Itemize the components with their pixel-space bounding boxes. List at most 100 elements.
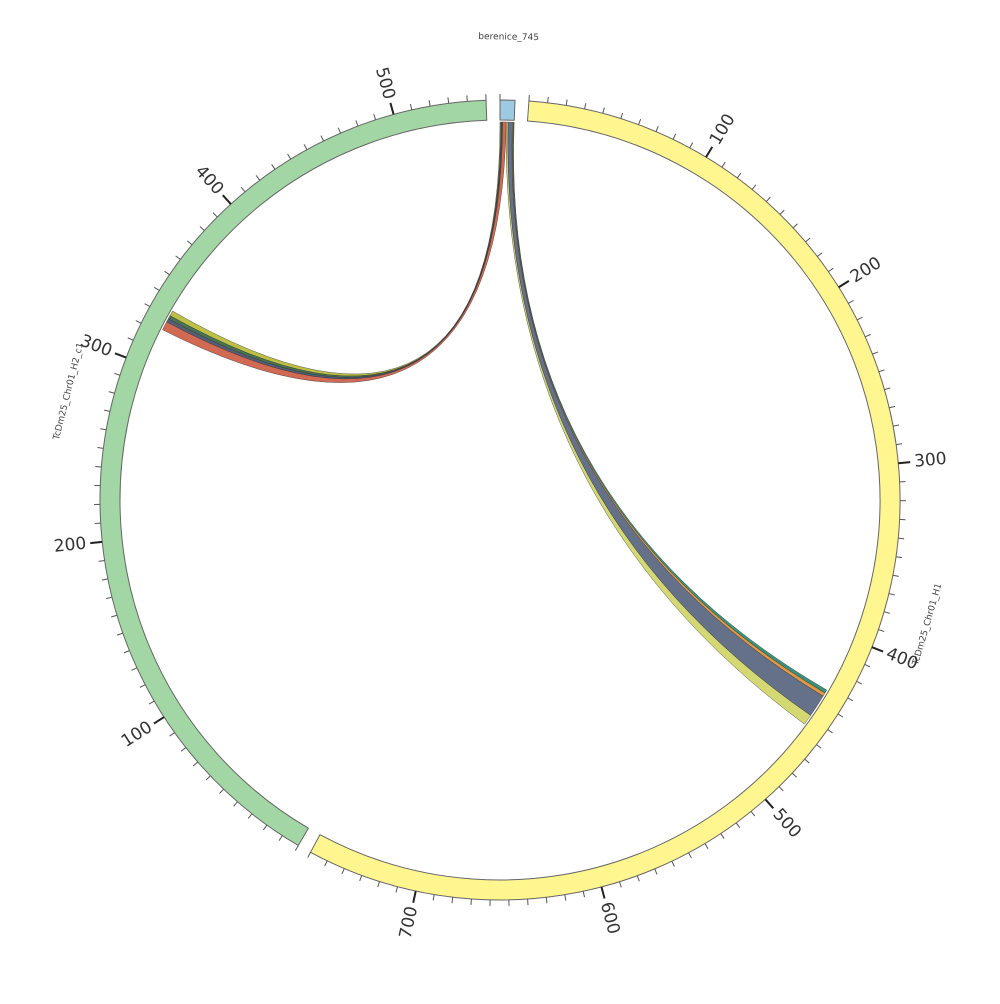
minor-tick [111, 615, 117, 617]
tick-label: 100 [118, 717, 156, 751]
minor-tick [751, 811, 755, 816]
tick-label: 600 [596, 900, 624, 936]
major-tick [898, 462, 910, 463]
minor-tick [170, 733, 175, 736]
minor-tick [100, 429, 106, 430]
minor-tick [805, 759, 810, 763]
minor-tick [583, 891, 584, 897]
minor-tick [893, 425, 899, 426]
minor-tick [452, 897, 453, 903]
minor-tick [410, 104, 411, 110]
minor-tick [878, 630, 884, 632]
tick-label: 700 [396, 905, 422, 941]
minor-tick [879, 370, 885, 372]
minor-tick [200, 227, 204, 231]
minor-tick [857, 317, 862, 320]
minor-tick [737, 173, 741, 178]
major-tick [223, 195, 231, 204]
segment-label: berenice_745 [478, 32, 539, 43]
major-tick [601, 887, 604, 899]
tick-label: 400 [191, 162, 228, 199]
minor-tick [140, 685, 145, 688]
minor-tick [181, 748, 186, 752]
major-tick [765, 799, 773, 808]
minor-tick [308, 852, 311, 857]
minor-tick [102, 579, 108, 580]
minor-tick [656, 126, 658, 132]
minor-tick [793, 224, 797, 228]
minor-tick [154, 287, 159, 290]
major-tick [839, 281, 849, 287]
minor-tick [565, 895, 566, 901]
minor-tick [131, 668, 136, 671]
minor-tick [241, 187, 245, 192]
minor-tick [288, 154, 291, 159]
minor-tick [448, 97, 449, 103]
minor-tick [548, 97, 549, 103]
minor-tick [213, 213, 217, 217]
major-tick [115, 353, 126, 357]
minor-tick [321, 136, 324, 141]
tick-label: 500 [371, 65, 399, 102]
minor-tick [206, 776, 210, 780]
major-tick [90, 542, 102, 543]
minor-tick [104, 410, 110, 411]
minor-tick [857, 681, 862, 684]
minor-tick [566, 100, 567, 106]
minor-tick [325, 861, 328, 866]
segment [100, 100, 487, 845]
minor-tick [429, 100, 430, 106]
minor-tick [263, 825, 266, 830]
minor-tick [433, 895, 434, 901]
tick-label: 200 [847, 253, 885, 287]
minor-tick [889, 406, 895, 407]
minor-tick [721, 834, 724, 839]
minor-tick [342, 868, 344, 874]
minor-tick [896, 444, 902, 445]
minor-tick [689, 853, 692, 858]
minor-tick [176, 256, 181, 260]
tick-label: 500 [768, 805, 804, 843]
minor-tick [865, 664, 870, 666]
minor-tick [187, 241, 192, 245]
segment [500, 100, 515, 120]
minor-tick [672, 861, 675, 866]
minor-tick [838, 714, 843, 717]
minor-tick [234, 802, 238, 807]
links [162, 122, 826, 724]
minor-tick [898, 538, 904, 539]
tick-label: 200 [53, 534, 87, 557]
minor-tick [848, 698, 853, 701]
minor-tick [546, 897, 547, 903]
major-tick [872, 647, 883, 651]
minor-tick [279, 836, 282, 841]
minor-tick [97, 448, 103, 449]
minor-tick [219, 789, 223, 793]
major-tick [154, 717, 164, 724]
minor-tick [872, 352, 878, 354]
minor-tick [705, 844, 708, 849]
minor-tick [109, 392, 115, 394]
minor-tick [256, 175, 260, 180]
minor-tick [338, 128, 340, 134]
minor-tick [360, 875, 362, 881]
minor-tick [149, 701, 154, 704]
minor-tick [124, 651, 130, 653]
tick-label: 100 [706, 110, 740, 148]
minor-tick [828, 268, 833, 271]
minor-tick [272, 164, 275, 169]
minor-tick [621, 113, 623, 119]
minor-tick [828, 730, 833, 733]
minor-tick [304, 144, 307, 149]
minor-tick [806, 238, 811, 242]
minor-tick [128, 338, 134, 340]
minor-tick [396, 887, 398, 893]
minor-tick [779, 787, 783, 791]
minor-tick [356, 120, 358, 126]
minor-tick [752, 185, 756, 190]
minor-tick [889, 594, 895, 595]
minor-tick [639, 119, 641, 125]
minor-tick [896, 557, 902, 558]
minor-tick [792, 773, 796, 777]
segment-label: TcDm25_Chr01_H2_c1 [52, 342, 86, 442]
